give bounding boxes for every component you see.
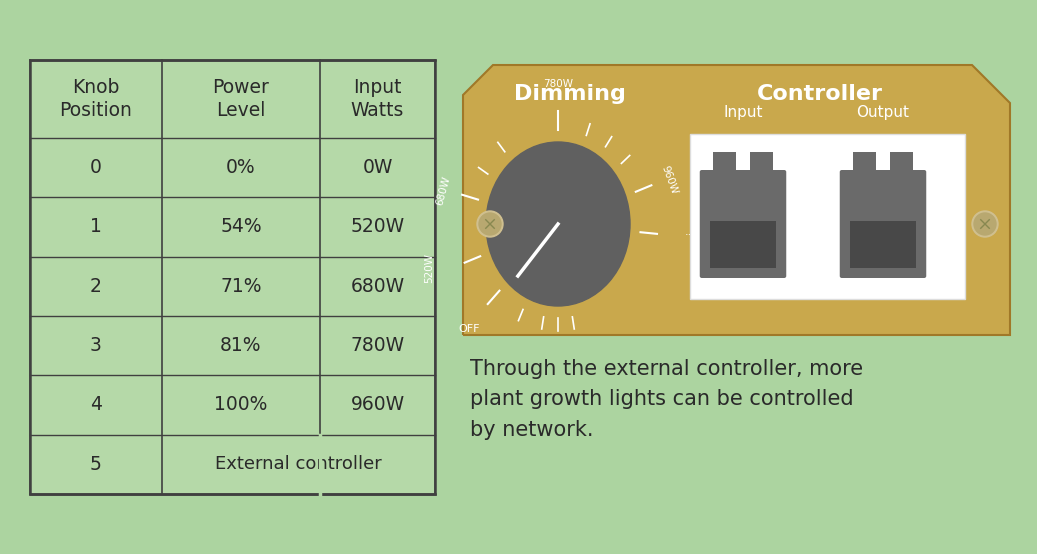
FancyBboxPatch shape bbox=[713, 152, 736, 174]
Text: 520W: 520W bbox=[351, 218, 404, 237]
Text: 4: 4 bbox=[90, 396, 102, 414]
Circle shape bbox=[477, 211, 503, 237]
FancyBboxPatch shape bbox=[700, 170, 786, 278]
Text: Dimming: Dimming bbox=[514, 84, 626, 104]
Text: External controller: External controller bbox=[215, 455, 382, 473]
Text: Knob
Position: Knob Position bbox=[59, 78, 133, 120]
Text: 100%: 100% bbox=[215, 396, 268, 414]
Text: 520W: 520W bbox=[424, 253, 435, 283]
FancyBboxPatch shape bbox=[850, 221, 916, 268]
FancyBboxPatch shape bbox=[840, 170, 926, 278]
FancyBboxPatch shape bbox=[710, 221, 776, 268]
Text: 81%: 81% bbox=[220, 336, 261, 355]
Text: 960W: 960W bbox=[351, 396, 404, 414]
Text: 0W: 0W bbox=[362, 158, 393, 177]
Text: 54%: 54% bbox=[220, 218, 261, 237]
Text: 680W: 680W bbox=[435, 175, 452, 206]
Text: Power
Level: Power Level bbox=[213, 78, 270, 120]
Text: 2: 2 bbox=[90, 277, 102, 296]
Text: Through the external controller, more
plant growth lights can be controlled
by n: Through the external controller, more pl… bbox=[470, 359, 863, 440]
Text: 680W: 680W bbox=[351, 277, 404, 296]
Text: 0%: 0% bbox=[226, 158, 256, 177]
FancyBboxPatch shape bbox=[890, 152, 913, 174]
Text: Output: Output bbox=[857, 105, 909, 120]
Text: 71%: 71% bbox=[220, 277, 261, 296]
PathPatch shape bbox=[463, 65, 1010, 335]
Text: 5: 5 bbox=[90, 455, 102, 474]
Text: Input: Input bbox=[723, 105, 763, 120]
Text: 1: 1 bbox=[90, 218, 102, 237]
Text: 3: 3 bbox=[90, 336, 102, 355]
FancyBboxPatch shape bbox=[750, 152, 773, 174]
Text: 960W: 960W bbox=[660, 164, 679, 196]
Text: 780W: 780W bbox=[351, 336, 404, 355]
Text: OFF: OFF bbox=[458, 324, 480, 334]
Text: 780W: 780W bbox=[543, 79, 573, 89]
FancyBboxPatch shape bbox=[690, 134, 965, 299]
Text: Input
Watts: Input Watts bbox=[351, 78, 404, 120]
Circle shape bbox=[974, 213, 996, 235]
Circle shape bbox=[972, 211, 998, 237]
Text: Controller: Controller bbox=[757, 84, 882, 104]
Text: 0: 0 bbox=[90, 158, 102, 177]
FancyBboxPatch shape bbox=[30, 60, 435, 494]
Text: ····EXT: ····EXT bbox=[684, 230, 720, 240]
FancyBboxPatch shape bbox=[853, 152, 876, 174]
Circle shape bbox=[479, 213, 501, 235]
Ellipse shape bbox=[486, 142, 630, 306]
